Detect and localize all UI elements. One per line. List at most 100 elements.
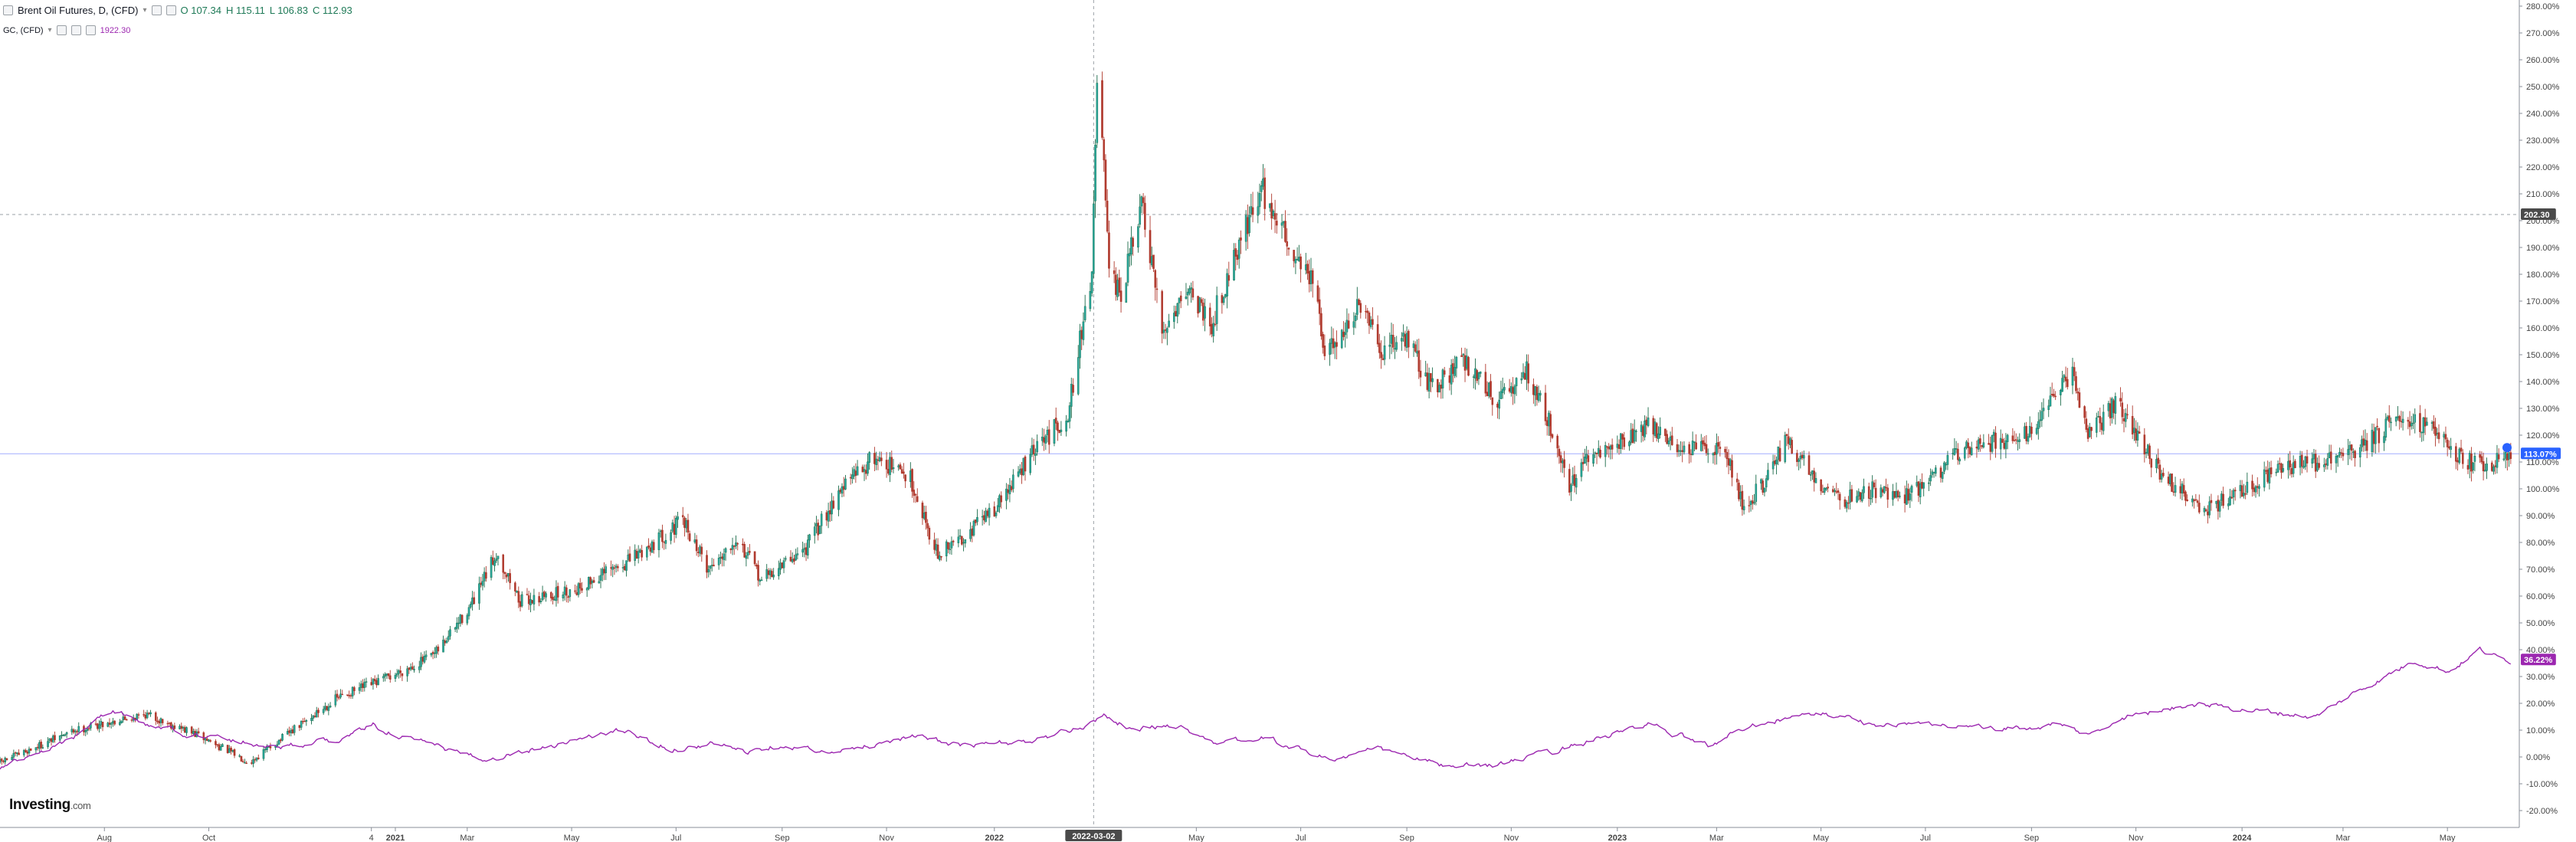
candle-body <box>2181 483 2184 494</box>
candle-body <box>947 542 949 549</box>
candle-body <box>988 507 991 518</box>
candle-body <box>2018 439 2021 442</box>
candle-body <box>581 588 583 591</box>
candle-body <box>1372 319 1374 325</box>
candle-body <box>2408 421 2411 428</box>
candle-body <box>2325 463 2327 465</box>
collapse-legend-icon[interactable] <box>3 5 13 15</box>
candle-body <box>1527 363 1529 384</box>
candle-body <box>1414 344 1417 352</box>
candle-body <box>1941 472 1944 479</box>
candle-body <box>675 517 677 535</box>
candle-body <box>1465 355 1468 369</box>
candle-body <box>503 572 506 575</box>
candle-body <box>2472 462 2474 470</box>
candle-body <box>1652 418 1655 434</box>
candle-body <box>1510 386 1512 393</box>
y-tick-label: 80.00% <box>2526 539 2555 548</box>
candle-body <box>2207 511 2209 516</box>
candle-body <box>2323 464 2325 467</box>
chevron-down-icon[interactable]: ▾ <box>143 6 147 15</box>
settings-icon[interactable] <box>70 25 81 35</box>
candle-body <box>1012 474 1014 490</box>
candle-body <box>262 749 265 759</box>
candle-body <box>1712 453 1715 456</box>
candle-body <box>490 557 493 578</box>
candle-body <box>1575 478 1578 488</box>
candle-body <box>505 574 508 578</box>
candle-body <box>1053 419 1056 444</box>
legend-symbol[interactable]: Brent Oil Futures, D, (CFD) <box>18 5 139 16</box>
candle-body <box>1767 470 1769 480</box>
candle-body <box>2292 462 2295 474</box>
candle-body <box>569 589 572 598</box>
legend-compare-value: 1922.30 <box>100 25 131 35</box>
candle-body <box>1250 206 1253 214</box>
candle-body <box>1383 345 1386 360</box>
candle-body <box>964 539 967 544</box>
candle-body <box>1738 483 1740 500</box>
candle-body <box>61 735 63 736</box>
candle-body <box>707 568 710 572</box>
candle-body <box>1755 483 1758 502</box>
candle-body <box>1405 333 1408 348</box>
candle-body <box>957 536 960 543</box>
settings-icon[interactable] <box>151 5 162 15</box>
candle-body <box>2171 473 2173 492</box>
candle-body <box>2443 434 2446 438</box>
candle-body <box>2364 439 2367 446</box>
candle-body <box>700 546 703 555</box>
candle-body <box>1827 487 1829 489</box>
candle-body <box>1963 447 1966 459</box>
candle-body <box>1488 382 1490 397</box>
candle-body <box>1874 487 1877 499</box>
candle-body <box>1286 241 1289 247</box>
candle-body <box>1844 499 1847 507</box>
close-icon[interactable] <box>166 5 176 15</box>
candle-body <box>2482 461 2485 472</box>
candle-body <box>460 614 464 624</box>
candle-body <box>646 546 648 558</box>
candle-body <box>749 551 751 553</box>
candle-body <box>1501 388 1504 393</box>
candle-body <box>1587 455 1590 463</box>
candle-body <box>36 746 39 749</box>
candle-body <box>1683 445 1686 453</box>
eye-icon[interactable] <box>56 25 67 35</box>
candle-body <box>2433 421 2435 429</box>
candle-body <box>641 549 643 558</box>
alert-marker-icon[interactable] <box>2502 443 2512 453</box>
candle-body <box>197 731 200 733</box>
close-icon[interactable] <box>85 25 96 35</box>
y-tick-label: 240.00% <box>2526 110 2560 119</box>
legend-compare-symbol[interactable]: GC, (CFD) <box>3 25 44 35</box>
candle-body <box>2419 413 2421 432</box>
candle-body <box>2136 431 2139 441</box>
candle-body <box>2348 444 2352 450</box>
candle-body <box>815 523 818 526</box>
candle-body <box>2312 454 2315 460</box>
candle-body <box>1896 490 1899 498</box>
candle-body <box>1162 329 1165 333</box>
candle-body <box>527 595 530 604</box>
candle-body <box>617 566 619 568</box>
candle-body <box>805 547 808 555</box>
candle-body <box>120 720 123 723</box>
candle-body <box>1079 330 1081 359</box>
candle-body <box>1462 353 1465 355</box>
candle-body <box>779 562 782 570</box>
candle-body <box>1007 489 1009 493</box>
candle-body <box>74 730 77 732</box>
candle-body <box>2270 467 2273 474</box>
candle-body <box>1967 442 1970 448</box>
candle-body <box>588 576 590 589</box>
candle-body <box>772 575 775 578</box>
legend-close: C 112.93 <box>312 5 352 16</box>
chevron-down-icon[interactable]: ▾ <box>48 26 52 34</box>
candle-body <box>1775 460 1778 465</box>
candle-body <box>1742 506 1745 510</box>
candle-body <box>1260 185 1263 192</box>
candle-body <box>1305 264 1307 270</box>
candle-body <box>110 722 113 725</box>
